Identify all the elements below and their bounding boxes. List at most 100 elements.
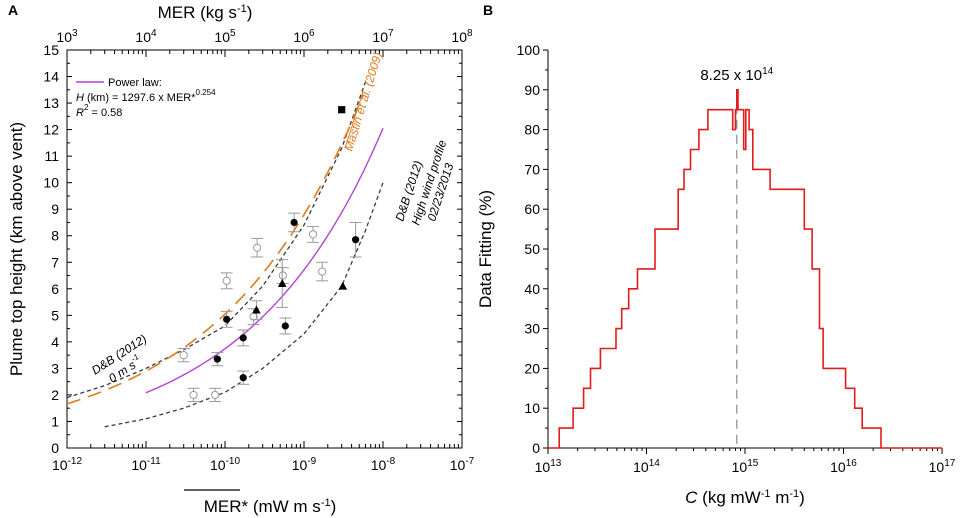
panel-b-x-axis-title-part-1: (kg mW — [697, 488, 760, 507]
panel-a-frame — [66, 49, 463, 449]
panel-a-xtick-label: 10-8 — [371, 456, 396, 473]
panel-b-peak-label: 8.25 x 1014 — [700, 66, 773, 84]
panel-b-xtick-label-part-1: 16 — [846, 458, 858, 469]
panel-b-x-axis-title-part-4: -1 — [789, 488, 799, 500]
panel-b-ytick-label: 0 — [532, 440, 540, 456]
panel-a-ytick-label: 4 — [51, 334, 59, 350]
panel-a-top-xtick-label: 104 — [135, 28, 157, 45]
panel-b-xtick-label: 1016 — [830, 458, 857, 475]
panel-a-bottom-axis-title-part-0: MER* (mW m s — [204, 497, 321, 516]
panel-b-xtick-label-part-1: 17 — [944, 458, 956, 469]
panel-a-top-xtick-label-part-1: 6 — [309, 28, 315, 39]
panel-b-y-axis-title: Data Fitting (%) — [476, 190, 495, 308]
panel-b-xtick-label-part-0: 10 — [633, 459, 649, 475]
panel-a-point-square — [338, 106, 346, 114]
panel-a-xtick-label-part-1: -8 — [386, 456, 395, 467]
panel-a-legend-equation-part-1: (km) = 1297.6 x MER* — [84, 92, 196, 104]
panel-a-legend-label: Power law: — [108, 77, 162, 89]
panel-a-bottom-axis-title-part-2: ) — [331, 497, 337, 516]
panel-b-ytick-label: 30 — [524, 321, 540, 337]
panel-a-db-zero-curve — [66, 81, 367, 399]
panel-a-power-law-curve — [145, 127, 384, 394]
panel-a-ytick-label: 5 — [51, 307, 59, 323]
panel-a-top-axis-title: MER (kg s-1) — [158, 3, 253, 22]
panel-b-ytick-label: 70 — [524, 161, 540, 177]
panel-b-xtick-label: 1017 — [929, 458, 956, 475]
panel-b-xtick-label-part-0: 10 — [732, 459, 748, 475]
panel-a-xtick-label: 10-9 — [292, 456, 317, 473]
panel-a-top-xtick-label-part-0: 10 — [451, 29, 467, 45]
panel-a-xtick-label: 10-10 — [210, 456, 240, 473]
panel-a-xtick-label-part-0: 10 — [210, 457, 226, 473]
panel-a-point-open-circle — [318, 267, 327, 276]
panel-a-point-filled-circle — [239, 374, 247, 382]
panel-a-ytick-label: 15 — [43, 42, 59, 58]
panel-a-point-open-circle — [278, 271, 287, 280]
panel-a-ytick-label: 7 — [51, 254, 59, 270]
panel-a-top-axis-title-part-0: MER (kg s — [158, 3, 237, 22]
panel-a-ytick-label: 11 — [44, 148, 59, 164]
panel-a-xtick-label: 10-11 — [131, 456, 161, 473]
panel-b-peak-label-part-0: 8.25 x 10 — [700, 67, 762, 84]
panel-a-ytick-label: 8 — [51, 228, 59, 244]
panel-a-point-filled-circle — [281, 322, 289, 330]
panel-a-point-triangle — [277, 278, 287, 287]
panel-b-xtick-label: 1015 — [732, 458, 759, 475]
panel-b-ytick-label: 90 — [524, 82, 540, 98]
panel-a-letter: A — [8, 2, 18, 18]
panel-a-top-xtick-label: 107 — [372, 28, 394, 45]
panel-a-legend-equation: H (km) = 1297.6 x MER*0.254 — [76, 88, 216, 104]
panel-b-ytick-label: 20 — [524, 360, 540, 376]
panel-a-bottom-axis-title: MER* (mW m s-1) — [204, 497, 337, 516]
panel-a-top-xtick-label-part-0: 10 — [214, 29, 230, 45]
panel-a-ytick-label: 0 — [51, 440, 59, 456]
panel-a-point-open-circle — [308, 230, 318, 239]
panel-a-bottom-axis-title-part-1: -1 — [321, 497, 331, 509]
panel-b-ytick-label: 100 — [517, 42, 541, 58]
panel-a-point-open-circle — [179, 351, 188, 360]
panel-a-legend-r2-part-0: R — [76, 107, 84, 119]
panel-b-xtick-label-part-0: 10 — [830, 459, 846, 475]
panel-a-ytick-label: 6 — [51, 281, 59, 297]
panel-b-letter: B — [483, 2, 493, 18]
panel-a-point-open-circle — [253, 243, 262, 252]
panel-a-top-xtick-label-part-1: 3 — [72, 28, 78, 39]
panel-a-point-filled-circle — [213, 355, 221, 363]
panel-a-top-xtick-label: 106 — [293, 28, 315, 45]
panel-b-ytick-label: 40 — [524, 281, 540, 297]
panel-a-point-triangle — [338, 281, 348, 290]
panel-a-y-axis-title: Plume top height (km above vent) — [7, 122, 26, 376]
panel-a-top-xtick-label: 108 — [451, 28, 473, 45]
panel-a-legend-r2-part-1: 2 — [84, 103, 89, 112]
panel-a-top-xtick-label-part-1: 4 — [151, 28, 157, 39]
panel-a-point-filled-circle — [352, 236, 360, 244]
panel-a-top-xtick-label: 105 — [214, 28, 236, 45]
panel-a-top-xtick-label-part-0: 10 — [135, 29, 151, 45]
panel-a-xtick-label: 10-12 — [52, 456, 82, 473]
panel-a-ytick-label: 10 — [43, 175, 59, 191]
panel-a-top-xtick-label-part-0: 10 — [293, 29, 309, 45]
panel-a-top-xtick-label-part-1: 5 — [230, 28, 236, 39]
panel-a-ytick-label: 9 — [51, 201, 59, 217]
panel-a-ytick-label: 14 — [43, 69, 59, 85]
panel-a-legend-equation-part-0: H — [76, 92, 84, 104]
panel-a-ytick-label: 12 — [43, 122, 59, 138]
panel-a-xtick-label-part-1: -10 — [226, 456, 241, 467]
panel-b-ytick-label: 50 — [524, 241, 540, 257]
panel-a-xtick-label-part-1: -11 — [147, 456, 161, 467]
panel-a-legend-equation-part-2: 0.254 — [196, 88, 217, 97]
panel-a-xtick-label-part-1: -9 — [307, 456, 316, 467]
panel-b-xtick-label-part-1: 15 — [747, 458, 759, 469]
panel-a-mastin-curve — [66, 93, 365, 405]
panel-a-mastin-underline — [344, 91, 364, 149]
panel-a-legend-r2-part-2: = 0.58 — [88, 107, 122, 119]
panel-a-ytick-label: 3 — [51, 360, 59, 376]
panel-a-legend-r2: R2 = 0.58 — [76, 103, 122, 119]
panel-a-top-xtick-label-part-0: 10 — [56, 29, 72, 45]
panel-b-ytick-label: 80 — [524, 122, 540, 138]
panel-a-db-high-curve — [104, 182, 384, 428]
panel-a-point-filled-circle — [223, 315, 231, 323]
panel-a-db-zero-wind-part-1: -1 — [130, 352, 141, 363]
